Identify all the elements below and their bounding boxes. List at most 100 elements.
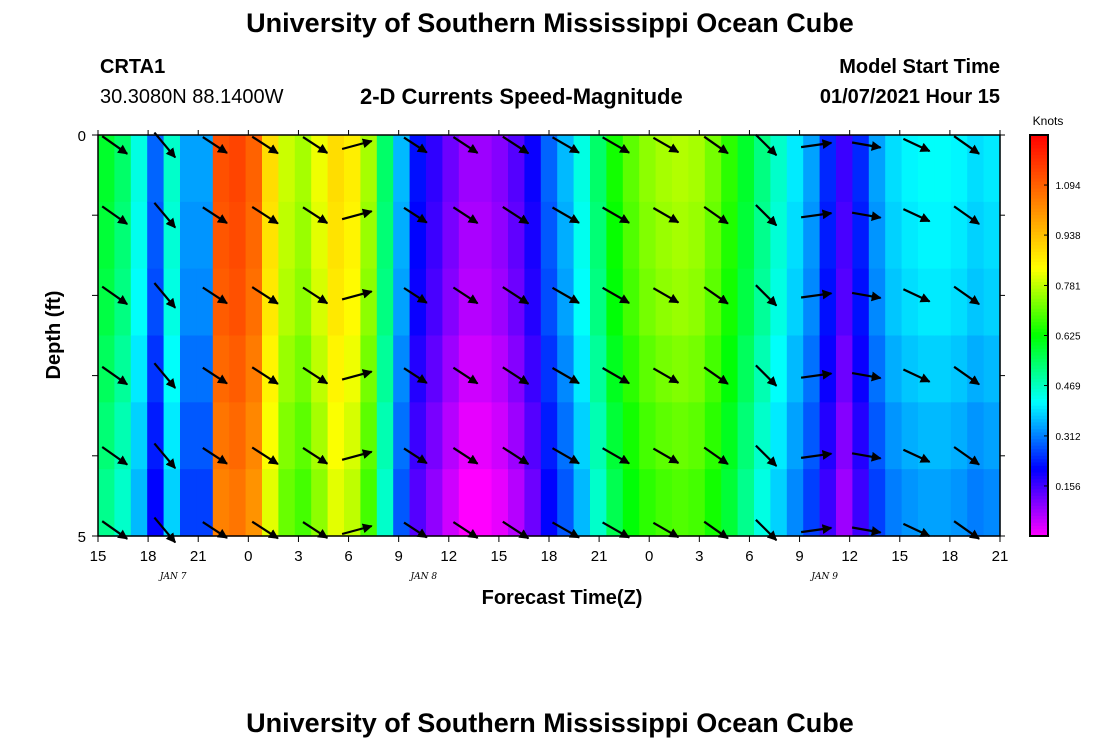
colorbar-label: 0.938 bbox=[1055, 231, 1080, 242]
heatmap-cell bbox=[114, 402, 132, 470]
heatmap-cell bbox=[967, 402, 985, 470]
current-arrow bbox=[101, 365, 129, 386]
heatmap-cell bbox=[934, 335, 952, 403]
colorbar-swatch bbox=[1030, 452, 1048, 457]
heatmap-cell bbox=[573, 268, 591, 337]
heatmap-cell bbox=[803, 335, 821, 403]
heatmap-cell bbox=[606, 268, 624, 337]
heatmap-cell bbox=[229, 402, 247, 470]
heatmap-cell bbox=[212, 335, 230, 403]
heatmap-cell bbox=[967, 201, 985, 270]
heatmap-cell bbox=[786, 268, 804, 337]
heatmap-cell bbox=[983, 135, 1001, 203]
colorbar-swatch bbox=[1030, 188, 1048, 193]
heatmap-cell bbox=[409, 135, 427, 203]
colorbar-swatch bbox=[1030, 265, 1048, 270]
heatmap-cell bbox=[672, 201, 689, 270]
heatmap-cell bbox=[278, 335, 296, 403]
heatmap-cell bbox=[836, 268, 853, 337]
heatmap-cell bbox=[360, 268, 378, 337]
heatmap-cell bbox=[901, 135, 919, 203]
colorbar-swatch bbox=[1030, 499, 1048, 504]
heatmap-cell bbox=[98, 135, 115, 203]
heatmap-cell bbox=[983, 268, 1001, 337]
heatmap-cell bbox=[852, 135, 870, 203]
heatmap-cell bbox=[245, 268, 263, 337]
current-arrow bbox=[800, 289, 833, 300]
heatmap-cell bbox=[704, 201, 722, 270]
colorbar-swatch bbox=[1030, 388, 1048, 393]
heatmap-cell bbox=[573, 402, 591, 470]
heatmap-cell bbox=[491, 335, 509, 403]
heatmap-cell bbox=[147, 335, 165, 403]
heatmap-cell bbox=[376, 268, 394, 337]
heatmap-cell bbox=[524, 135, 542, 203]
current-arrow bbox=[341, 208, 373, 221]
current-arrow bbox=[800, 209, 833, 220]
heatmap-cell bbox=[606, 469, 624, 537]
colorbar-swatch bbox=[1030, 215, 1048, 220]
heatmap-cell bbox=[622, 135, 640, 203]
heatmap-cell bbox=[311, 335, 329, 403]
colorbar-swatch bbox=[1030, 358, 1048, 363]
colorbar-swatch bbox=[1030, 191, 1048, 196]
current-arrow bbox=[602, 206, 630, 224]
x-tick-label: 9 bbox=[795, 548, 803, 565]
x-tick-label: 12 bbox=[841, 548, 858, 565]
heatmap-cell bbox=[918, 335, 935, 403]
heatmap-cell bbox=[294, 135, 312, 203]
x-tick-label: 9 bbox=[394, 548, 402, 565]
heatmap-cell bbox=[950, 268, 968, 337]
heatmap-cell bbox=[442, 469, 460, 537]
heatmap-cell bbox=[868, 135, 886, 203]
heatmap-cell bbox=[540, 201, 558, 270]
heatmap-cell bbox=[540, 402, 558, 470]
heatmap-cell bbox=[688, 335, 706, 403]
heatmap-cell bbox=[229, 335, 247, 403]
heatmap-cell bbox=[475, 335, 493, 403]
colorbar-swatch bbox=[1030, 485, 1048, 490]
heatmap-cell bbox=[819, 201, 837, 270]
x-tick-label: 6 bbox=[745, 548, 753, 565]
heatmap-cell bbox=[590, 201, 607, 270]
current-arrow bbox=[251, 135, 279, 155]
colorbar-swatch bbox=[1030, 261, 1048, 266]
current-arrow bbox=[403, 447, 428, 465]
heatmap-cell bbox=[885, 402, 903, 470]
colorbar-swatch bbox=[1030, 268, 1048, 273]
colorbar-swatch bbox=[1030, 385, 1048, 390]
current-arrow bbox=[101, 135, 129, 155]
colorbar-swatch bbox=[1030, 141, 1048, 146]
current-arrow bbox=[851, 141, 882, 151]
heatmap-cell bbox=[540, 469, 558, 537]
heatmap-cell bbox=[442, 402, 460, 470]
x-tick-label: 15 bbox=[891, 548, 908, 565]
colorbar-swatch bbox=[1030, 185, 1048, 189]
heatmap-cell bbox=[180, 335, 197, 403]
current-arrow bbox=[502, 366, 530, 385]
current-arrow bbox=[202, 366, 228, 385]
colorbar-swatch bbox=[1030, 405, 1048, 410]
current-arrow bbox=[755, 364, 778, 387]
current-arrow bbox=[153, 202, 177, 229]
heatmap-cell bbox=[294, 469, 312, 537]
x-tick-label: 0 bbox=[645, 548, 653, 565]
current-arrow bbox=[341, 449, 373, 461]
current-arrow bbox=[800, 524, 833, 535]
heatmap-cell bbox=[294, 201, 312, 270]
colorbar-swatch bbox=[1030, 245, 1048, 250]
current-arrow bbox=[851, 291, 882, 302]
heatmap-cell bbox=[524, 268, 542, 337]
heatmap-cell bbox=[655, 402, 673, 470]
current-arrow bbox=[602, 136, 630, 154]
colorbar-swatch bbox=[1030, 355, 1048, 360]
heatmap-cell bbox=[98, 402, 115, 470]
colorbar-swatch bbox=[1030, 181, 1048, 186]
heatmap-cell bbox=[180, 268, 197, 337]
colorbar-swatch bbox=[1030, 402, 1048, 407]
heatmap-cell bbox=[360, 201, 378, 270]
current-arrow bbox=[953, 205, 980, 225]
current-arrow bbox=[953, 365, 980, 386]
current-arrow bbox=[851, 371, 882, 382]
